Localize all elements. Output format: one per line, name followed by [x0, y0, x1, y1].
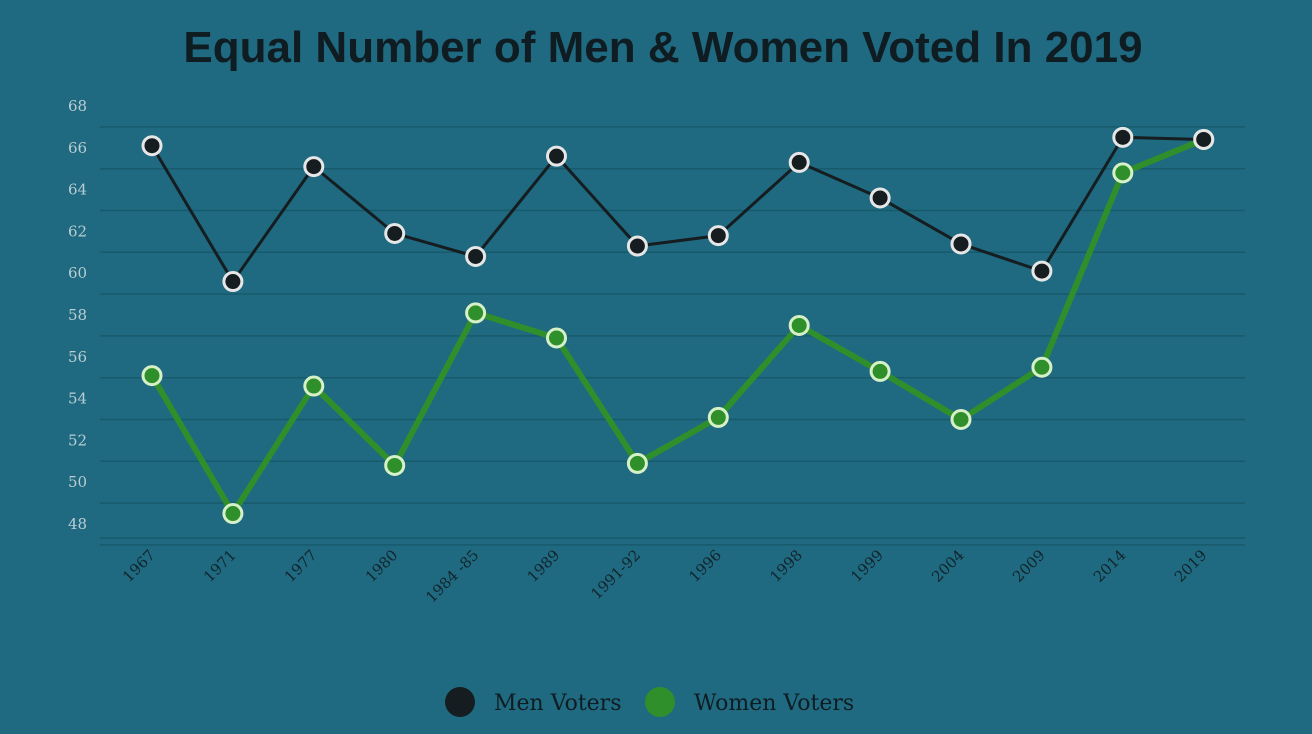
legend-swatch: [645, 687, 675, 717]
men-voters-point[interactable]: [465, 245, 487, 267]
legend-label: Men Voters: [494, 691, 622, 716]
x-tick-label: 1984 -85: [422, 546, 482, 606]
women-voters-point[interactable]: [141, 365, 163, 387]
women-voters-point[interactable]: [546, 327, 567, 349]
women-voters-line: [149, 136, 1205, 517]
y-tick-label: 64: [68, 181, 87, 199]
series-lines: [141, 126, 1215, 525]
women-voters-point[interactable]: [869, 360, 891, 382]
y-tick-label: 52: [68, 431, 87, 449]
men-voters-point[interactable]: [384, 222, 406, 244]
y-axis-ticks: 48 50 52 54 56 58 60 62 64 66 68: [68, 97, 87, 533]
series-group: [141, 126, 1215, 293]
women-voters-point[interactable]: [626, 452, 648, 474]
x-tick-label: 1977: [281, 546, 321, 586]
legend-label: Women Voters: [694, 691, 854, 716]
legend-swatch: [445, 687, 475, 717]
men-voters-point[interactable]: [869, 187, 891, 209]
x-tick-label: 1971: [200, 546, 240, 586]
men-voters-point[interactable]: [1193, 128, 1215, 150]
men-voters-point[interactable]: [950, 233, 972, 255]
y-tick-label: 50: [68, 473, 87, 491]
y-tick-label: 68: [68, 97, 87, 115]
men-voters-point[interactable]: [1112, 126, 1134, 148]
x-tick-label: 1998: [766, 546, 806, 586]
men-voters-point[interactable]: [222, 271, 244, 293]
men-voters-point[interactable]: [303, 156, 325, 178]
x-tick-label: 2019: [1171, 546, 1211, 586]
y-tick-label: 54: [68, 390, 87, 408]
x-tick-label: 1967: [119, 546, 159, 586]
x-tick-label: 1999: [847, 546, 887, 586]
series-group: [141, 128, 1215, 525]
y-tick-label: 66: [68, 139, 87, 157]
chart-title: Equal Number of Men & Women Voted In 201…: [183, 23, 1142, 72]
legend: Men Voters Women Voters: [445, 687, 854, 717]
x-tick-label: 2014: [1090, 546, 1130, 586]
men-voters-point[interactable]: [1031, 260, 1053, 282]
x-tick-label: 1980: [362, 546, 402, 586]
x-tick-label: 2009: [1009, 546, 1049, 586]
x-tick-label: 2004: [928, 546, 968, 586]
men-voters-point[interactable]: [626, 235, 648, 257]
women-voters-point[interactable]: [303, 375, 325, 397]
men-voters-point[interactable]: [141, 135, 163, 157]
x-tick-label: 1989: [524, 546, 564, 586]
women-voters-point[interactable]: [1112, 162, 1134, 184]
y-tick-label: 56: [68, 348, 87, 366]
men-voters-point[interactable]: [546, 145, 567, 167]
x-axis-ticks: 1967 1971 1977 1980 1984 -85 1989 1991-92 1996 1…: [119, 546, 1210, 606]
x-tick-label: 1996: [685, 546, 725, 586]
women-voters-point[interactable]: [384, 454, 406, 476]
men-voters-point[interactable]: [788, 151, 810, 173]
women-voters-point[interactable]: [222, 503, 244, 525]
men-voters-line: [150, 135, 1204, 284]
women-voters-point[interactable]: [465, 302, 487, 324]
y-tick-label: 48: [68, 515, 87, 533]
men-voters-point[interactable]: [707, 225, 729, 247]
women-voters-point[interactable]: [788, 314, 810, 336]
y-tick-label: 58: [68, 306, 87, 324]
x-tick-label: 1991-92: [587, 546, 644, 603]
y-tick-label: 60: [68, 264, 87, 282]
y-tick-label: 62: [68, 222, 87, 240]
grid-lines: [100, 126, 1245, 546]
women-voters-point[interactable]: [1031, 356, 1053, 378]
women-voters-point[interactable]: [707, 406, 729, 428]
women-voters-point[interactable]: [950, 409, 972, 430]
